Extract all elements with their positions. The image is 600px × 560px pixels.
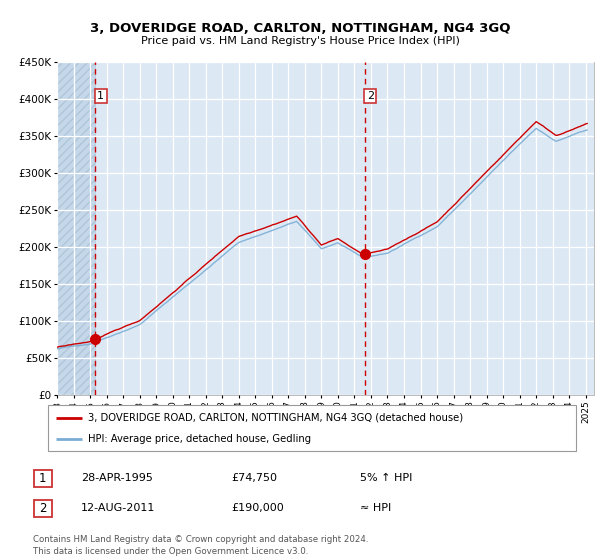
Text: 12-AUG-2011: 12-AUG-2011 bbox=[81, 503, 155, 513]
FancyBboxPatch shape bbox=[34, 470, 52, 487]
Text: 2: 2 bbox=[367, 91, 374, 101]
Text: ≈ HPI: ≈ HPI bbox=[360, 503, 391, 513]
Text: £74,750: £74,750 bbox=[231, 473, 277, 483]
Text: Contains HM Land Registry data © Crown copyright and database right 2024.
This d: Contains HM Land Registry data © Crown c… bbox=[33, 535, 368, 556]
Text: 5% ↑ HPI: 5% ↑ HPI bbox=[360, 473, 412, 483]
Text: 28-APR-1995: 28-APR-1995 bbox=[81, 473, 153, 483]
Text: 3, DOVERIDGE ROAD, CARLTON, NOTTINGHAM, NG4 3GQ (detached house): 3, DOVERIDGE ROAD, CARLTON, NOTTINGHAM, … bbox=[88, 413, 463, 423]
Text: £190,000: £190,000 bbox=[231, 503, 284, 513]
Text: 3, DOVERIDGE ROAD, CARLTON, NOTTINGHAM, NG4 3GQ: 3, DOVERIDGE ROAD, CARLTON, NOTTINGHAM, … bbox=[90, 22, 510, 35]
Text: 1: 1 bbox=[39, 472, 47, 485]
Text: 1: 1 bbox=[97, 91, 104, 101]
Bar bbox=[57, 62, 95, 395]
FancyBboxPatch shape bbox=[34, 501, 52, 517]
Text: 2: 2 bbox=[39, 502, 47, 515]
Text: Price paid vs. HM Land Registry's House Price Index (HPI): Price paid vs. HM Land Registry's House … bbox=[140, 36, 460, 46]
Text: HPI: Average price, detached house, Gedling: HPI: Average price, detached house, Gedl… bbox=[88, 435, 311, 444]
FancyBboxPatch shape bbox=[48, 405, 576, 451]
